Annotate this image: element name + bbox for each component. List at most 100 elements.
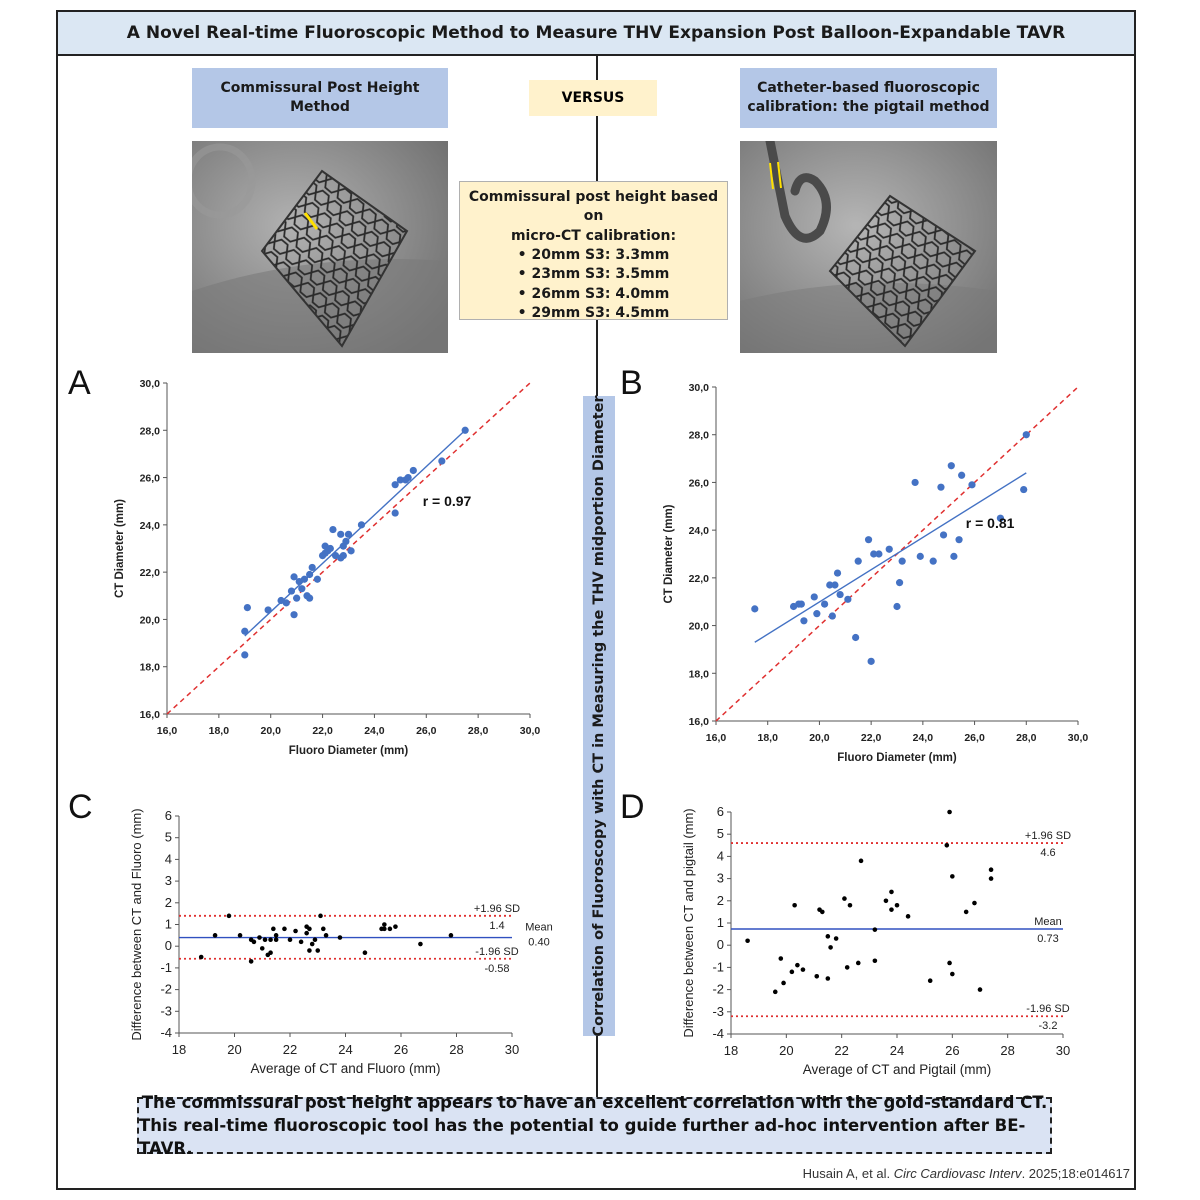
chart-a-x-label: Fluoro Diameter (mm) xyxy=(289,745,409,757)
chart-c-point xyxy=(362,950,368,956)
chart-a-point xyxy=(241,651,249,659)
chart-a-y-tick-label: 16,0 xyxy=(140,709,161,721)
chart-b-point xyxy=(836,590,844,599)
chart-c-point xyxy=(318,913,323,919)
chart-c-y-tick-label: 6 xyxy=(165,808,172,823)
chart-c-point xyxy=(257,935,262,940)
chart-a-x-tick-label: 22,0 xyxy=(312,725,333,737)
chart-c-x-tick-label: 30 xyxy=(505,1042,519,1057)
chart-d-x-tick-label: 28 xyxy=(1000,1043,1014,1058)
chart-d-point xyxy=(905,914,911,919)
left-method-title: Commissural Post Height Method xyxy=(192,68,448,128)
chart-a-fit-line xyxy=(244,429,466,637)
chart-b-x-tick-label: 26,0 xyxy=(964,732,985,744)
chart-d-point xyxy=(814,973,820,979)
chart-b-point xyxy=(947,462,955,470)
chart-a-y-tick-label: 30,0 xyxy=(140,378,161,390)
chart-d-point xyxy=(842,896,847,901)
chart-b-point xyxy=(929,557,937,565)
chart-c-point xyxy=(251,939,257,945)
chart-d-upper-value: 4.6 xyxy=(1040,847,1055,859)
chart-b-point xyxy=(916,552,924,560)
chart-a-y-tick-label: 22,0 xyxy=(140,567,161,579)
chart-c-x-tick-label: 20 xyxy=(227,1042,241,1057)
chart-b-point xyxy=(950,552,958,560)
chart-b-y-tick-label: 30,0 xyxy=(689,382,710,394)
chart-a-y-label: CT Diameter (mm) xyxy=(114,499,126,598)
pigtail-fluoroscopy-drawing xyxy=(740,141,997,353)
chart-a-point xyxy=(282,599,290,607)
chart-d-point xyxy=(977,987,983,992)
chart-b-point xyxy=(898,557,906,565)
chart-c-y-tick-label: -2 xyxy=(160,982,172,997)
center-divider-bottom xyxy=(596,1036,598,1097)
chart-c-lower-sd-label: -1.96 SD xyxy=(475,946,518,958)
chart-b-y-tick-label: 28,0 xyxy=(689,430,710,442)
chart-d-y-tick-label: 4 xyxy=(717,848,724,863)
chart-d-y-tick-label: -2 xyxy=(712,982,724,997)
chart-b-point xyxy=(968,481,976,489)
chart-b-point xyxy=(939,531,948,539)
chart-d-point xyxy=(889,907,894,912)
chart-c-x-tick-label: 28 xyxy=(449,1042,463,1057)
chart-b-point xyxy=(854,557,862,565)
chart-c-point xyxy=(307,948,312,953)
chart-b-point xyxy=(821,600,829,608)
chart-c-point xyxy=(315,948,321,953)
chart-c-x-label: Average of CT and Fluoro (mm) xyxy=(250,1061,440,1076)
chart-b-point xyxy=(870,550,878,558)
chart-b-point xyxy=(813,610,821,618)
chart-c-point xyxy=(273,933,279,938)
chart-a-point xyxy=(300,575,309,583)
chart-d-y-tick-label: 5 xyxy=(717,826,724,841)
chart-a-point xyxy=(404,473,412,482)
chart-d-point xyxy=(947,960,952,966)
chart-b-point xyxy=(867,657,875,665)
chart-b-point xyxy=(828,612,836,620)
chart-c-y-tick-label: 0 xyxy=(165,938,172,953)
chart-b-point xyxy=(895,579,904,587)
chart-d-y-tick-label: -3 xyxy=(712,1004,724,1019)
chart-b-point xyxy=(996,514,1005,522)
chart-c-upper-sd-label: +1.96 SD xyxy=(474,903,520,915)
chart-a-point xyxy=(357,521,366,529)
chart-c-lower-value: -0.58 xyxy=(484,963,509,975)
chart-c-x-tick-label: 26 xyxy=(394,1042,408,1057)
chart-a-point xyxy=(290,611,298,619)
chart-d-point xyxy=(825,934,831,939)
citation: Husain A, et al. Circ Cardiovasc Interv.… xyxy=(803,1166,1130,1181)
chart-c-point xyxy=(268,950,273,956)
chart-d-point xyxy=(988,876,994,881)
chart-c-y-tick-label: -1 xyxy=(160,960,172,975)
right-method-title: Catheter-based fluoroscopic calibration:… xyxy=(740,68,997,128)
chart-c-point xyxy=(312,937,318,942)
chart-c-x-tick-label: 22 xyxy=(283,1042,297,1057)
chart-b-point xyxy=(875,550,883,558)
chart-a-point xyxy=(339,551,347,560)
chart-b-point xyxy=(844,595,852,603)
chart-b-point xyxy=(1020,485,1028,494)
chart-c-y-tick-label: 3 xyxy=(165,873,172,888)
chart-c-point xyxy=(282,926,287,932)
chart-b-x-tick-label: 28,0 xyxy=(1016,732,1037,744)
info-heading-2: micro-CT calibration: xyxy=(510,227,677,244)
chart-a-point xyxy=(287,587,296,595)
chart-a-point xyxy=(409,466,417,475)
chart-a-point xyxy=(293,594,301,602)
chart-d-x-tick-label: 22 xyxy=(834,1043,848,1058)
chart-b-y-tick-label: 26,0 xyxy=(689,477,710,489)
chart-c-point xyxy=(273,937,279,942)
chart-a-y-tick-label: 28,0 xyxy=(140,425,161,437)
right-method-line2: calibration: the pigtail method xyxy=(747,99,990,115)
chart-b-point xyxy=(958,471,966,479)
chart-a-x-tick-label: 26,0 xyxy=(416,725,437,737)
chart-b-point xyxy=(852,633,860,642)
page-title: A Novel Real-time Fluoroscopic Method to… xyxy=(58,12,1134,56)
chart-d-y-tick-label: -1 xyxy=(712,959,724,974)
chart-c-point xyxy=(248,959,254,964)
chart-c-y-tick-label: -3 xyxy=(160,1003,172,1018)
chart-d-point xyxy=(944,843,950,848)
chart-d-point xyxy=(855,960,861,966)
chart-c-point xyxy=(307,926,312,932)
chart-a-point xyxy=(329,525,337,534)
